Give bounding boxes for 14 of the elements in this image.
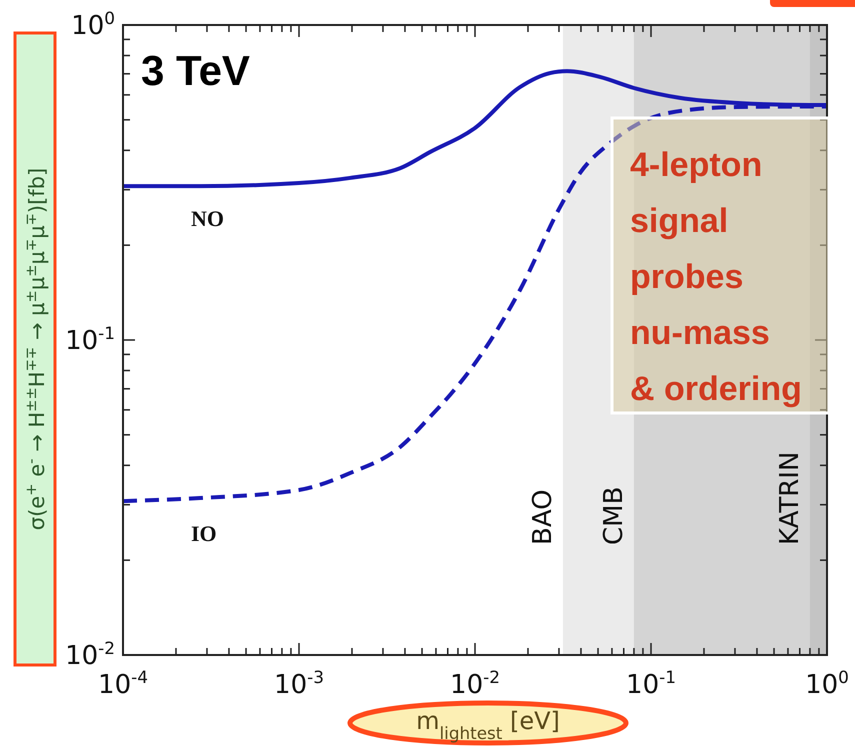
- x-axis-title: m$_{lightest}$ [eV]: [416, 707, 560, 743]
- x-tick-label: 10$^{-1}$: [626, 667, 676, 700]
- band-label: KATRIN: [774, 452, 805, 545]
- x-tick-label: 10$^{-3}$: [274, 667, 324, 700]
- y-tick-label: 10$^{0}$: [71, 8, 115, 41]
- band-label: BAO: [528, 489, 558, 545]
- annotation: 4-lepton signal probes nu-mass & ordering: [630, 146, 802, 408]
- x-tick-label: 10$^{-2}$: [450, 667, 500, 700]
- text: 3 TeV: [141, 47, 250, 94]
- band-label: CMB: [598, 486, 629, 545]
- series-label: NO: [191, 206, 224, 232]
- series-label: IO: [191, 521, 217, 546]
- y-tick-label: 10$^{-1}$: [65, 323, 115, 356]
- x-tick-label: 10$^{0}$: [805, 667, 849, 700]
